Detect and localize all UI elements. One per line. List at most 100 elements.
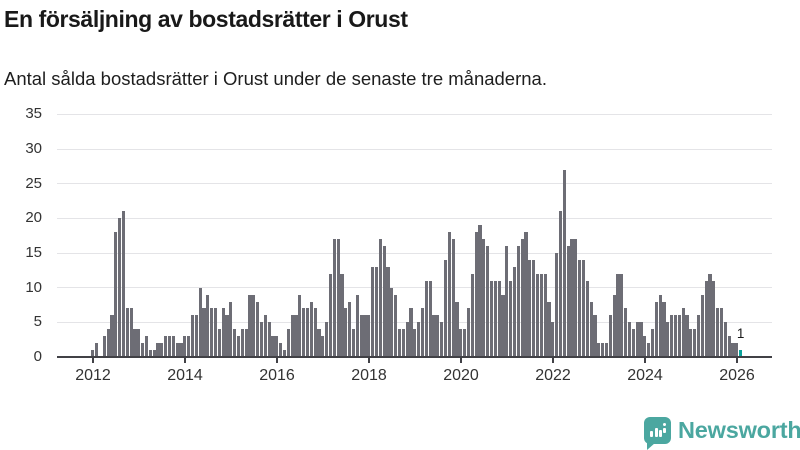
- bar: [267, 322, 271, 357]
- bar: [133, 329, 137, 357]
- bar: [474, 232, 478, 357]
- bar: [206, 294, 210, 357]
- bar: [693, 329, 697, 357]
- bar: [597, 343, 601, 357]
- bar: [700, 294, 704, 357]
- bar: [509, 280, 513, 357]
- bar: [114, 232, 118, 357]
- bar: [110, 315, 114, 357]
- bar: [604, 343, 609, 357]
- x-axis-tick: [368, 357, 370, 363]
- y-axis-tick-label: 15: [25, 244, 42, 262]
- bar: [482, 239, 486, 357]
- bar: [716, 308, 720, 357]
- gridline: [57, 321, 772, 323]
- bar: [704, 280, 708, 357]
- bar: [681, 308, 685, 357]
- bar: [382, 246, 386, 357]
- bar: [635, 322, 639, 357]
- bar: [386, 266, 390, 357]
- bar: [417, 322, 421, 357]
- x-axis-tick-label: 2020: [443, 367, 479, 384]
- bar: [413, 329, 417, 357]
- last-value-label: 1: [736, 326, 745, 342]
- bar: [486, 246, 490, 357]
- y-axis-tick-label: 25: [25, 174, 42, 192]
- bar: [612, 294, 616, 357]
- x-axis-line: [57, 356, 772, 358]
- bar: [294, 315, 298, 357]
- bar: [739, 350, 743, 357]
- bar: [673, 315, 678, 357]
- bar: [520, 239, 524, 357]
- x-axis-tick: [276, 357, 278, 363]
- bar: [532, 259, 536, 357]
- bar: [581, 259, 586, 357]
- bar: [275, 336, 279, 357]
- bar: [696, 315, 701, 357]
- bar: [198, 287, 202, 357]
- bar: [528, 259, 532, 357]
- bar: [436, 315, 440, 357]
- bar: [95, 343, 99, 357]
- bar: [302, 308, 306, 357]
- bar: [344, 308, 348, 357]
- bar: [244, 329, 248, 357]
- bar: [555, 253, 559, 357]
- bar: [160, 343, 164, 357]
- bar: [279, 343, 283, 357]
- bar: [156, 343, 160, 357]
- bar: [363, 315, 367, 357]
- bar: [570, 239, 574, 357]
- bar: [367, 315, 371, 357]
- y-axis-tick-label: 30: [25, 140, 42, 158]
- bar: [685, 315, 689, 357]
- bar: [662, 301, 666, 357]
- chart-subtitle: Antal sålda bostadsrätter i Orust under …: [4, 68, 547, 89]
- bar: [524, 232, 528, 357]
- bar: [593, 315, 597, 357]
- bar: [371, 266, 375, 357]
- gridline: [57, 287, 772, 289]
- x-axis-tick: [460, 357, 462, 363]
- speech-bubble-tail: [647, 443, 655, 450]
- newsworthy-icon: [644, 417, 671, 450]
- bar: [420, 308, 425, 357]
- y-axis-tick-label: 20: [25, 209, 42, 227]
- bar: [727, 336, 731, 357]
- bar: [455, 301, 459, 357]
- bar: [252, 294, 256, 357]
- gridline: [57, 183, 772, 185]
- bar: [256, 301, 260, 357]
- bar: [102, 336, 106, 357]
- bar: [221, 308, 225, 357]
- bar: [355, 294, 359, 357]
- bar: [179, 343, 183, 357]
- y-axis-tick-label: 0: [33, 348, 42, 365]
- bar: [566, 246, 570, 357]
- bar: [233, 329, 237, 357]
- newsworthy-logo[interactable]: Newsworthy: [644, 417, 800, 450]
- bar: [213, 308, 218, 357]
- bar: [551, 322, 555, 357]
- x-axis-tick: [552, 357, 554, 363]
- bar: [263, 315, 267, 357]
- bar: [286, 329, 290, 357]
- bar: [493, 280, 497, 357]
- bar: [463, 329, 467, 357]
- bar: [374, 266, 379, 357]
- x-axis-tick: [92, 357, 94, 363]
- bar: [443, 259, 448, 357]
- x-axis-tick: [644, 357, 646, 363]
- bar: [225, 315, 229, 357]
- bar: [447, 232, 451, 357]
- bar: [305, 308, 310, 357]
- bar: [666, 322, 670, 357]
- bar: [589, 301, 593, 357]
- bar: [401, 329, 405, 357]
- bar: [670, 315, 674, 357]
- bar: [505, 246, 509, 357]
- bar: [578, 259, 582, 357]
- bar: [282, 350, 287, 357]
- bar: [106, 329, 110, 357]
